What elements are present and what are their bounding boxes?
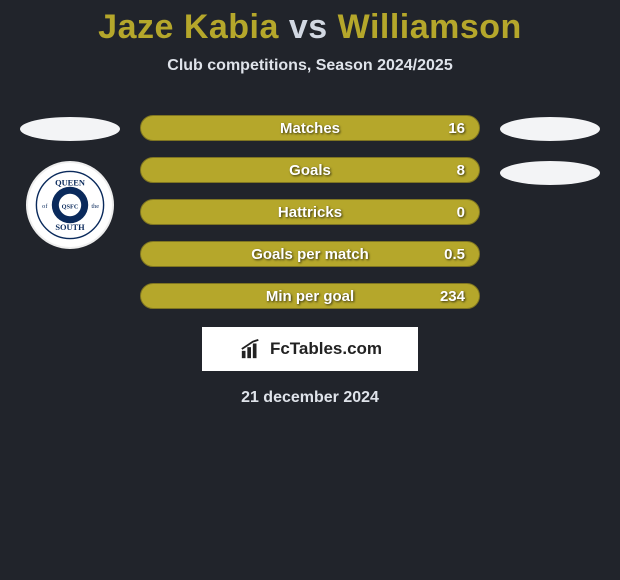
- stat-row-hattricks: Hattricks 0: [140, 199, 480, 225]
- stat-label: Matches: [201, 120, 419, 137]
- svg-text:QSFC: QSFC: [62, 204, 79, 211]
- stat-row-goals-per-match: Goals per match 0.5: [140, 241, 480, 267]
- player2-badge-placeholder-2: [500, 161, 600, 185]
- player1-badge-placeholder: [20, 117, 120, 141]
- subtitle: Club competitions, Season 2024/2025: [0, 57, 620, 75]
- stat-value-right: 234: [419, 288, 479, 305]
- stat-value-right: 0.5: [419, 246, 479, 263]
- stat-label: Goals: [201, 162, 419, 179]
- svg-text:SOUTH: SOUTH: [55, 223, 85, 232]
- bar-chart-icon: [238, 338, 264, 360]
- stat-bars: Matches 16 Goals 8 Hattricks 0 Goals per…: [140, 115, 480, 407]
- stat-row-matches: Matches 16: [140, 115, 480, 141]
- svg-text:the: the: [91, 203, 99, 210]
- stat-row-goals: Goals 8: [140, 157, 480, 183]
- stat-value-right: 0: [419, 204, 479, 221]
- stat-value-right: 16: [419, 120, 479, 137]
- player1-club-crest: QUEEN SOUTH of the QSFC: [26, 161, 114, 249]
- stat-label: Min per goal: [201, 288, 419, 305]
- watermark: FcTables.com: [202, 327, 418, 371]
- left-badges-column: QUEEN SOUTH of the QSFC: [10, 115, 130, 249]
- stat-label: Hattricks: [201, 204, 419, 221]
- title-vs: vs: [289, 8, 328, 46]
- svg-text:of: of: [42, 203, 48, 210]
- date-label: 21 december 2024: [140, 389, 480, 407]
- stat-row-min-per-goal: Min per goal 234: [140, 283, 480, 309]
- svg-text:QUEEN: QUEEN: [55, 178, 85, 187]
- watermark-text: FcTables.com: [270, 339, 382, 359]
- page-title: Jaze Kabia vs Williamson: [0, 8, 620, 47]
- title-player1: Jaze Kabia: [98, 8, 279, 46]
- player2-badge-placeholder-1: [500, 117, 600, 141]
- title-player2: Williamson: [338, 8, 522, 46]
- stat-label: Goals per match: [201, 246, 419, 263]
- stat-value-right: 8: [419, 162, 479, 179]
- right-badges-column: [490, 115, 610, 205]
